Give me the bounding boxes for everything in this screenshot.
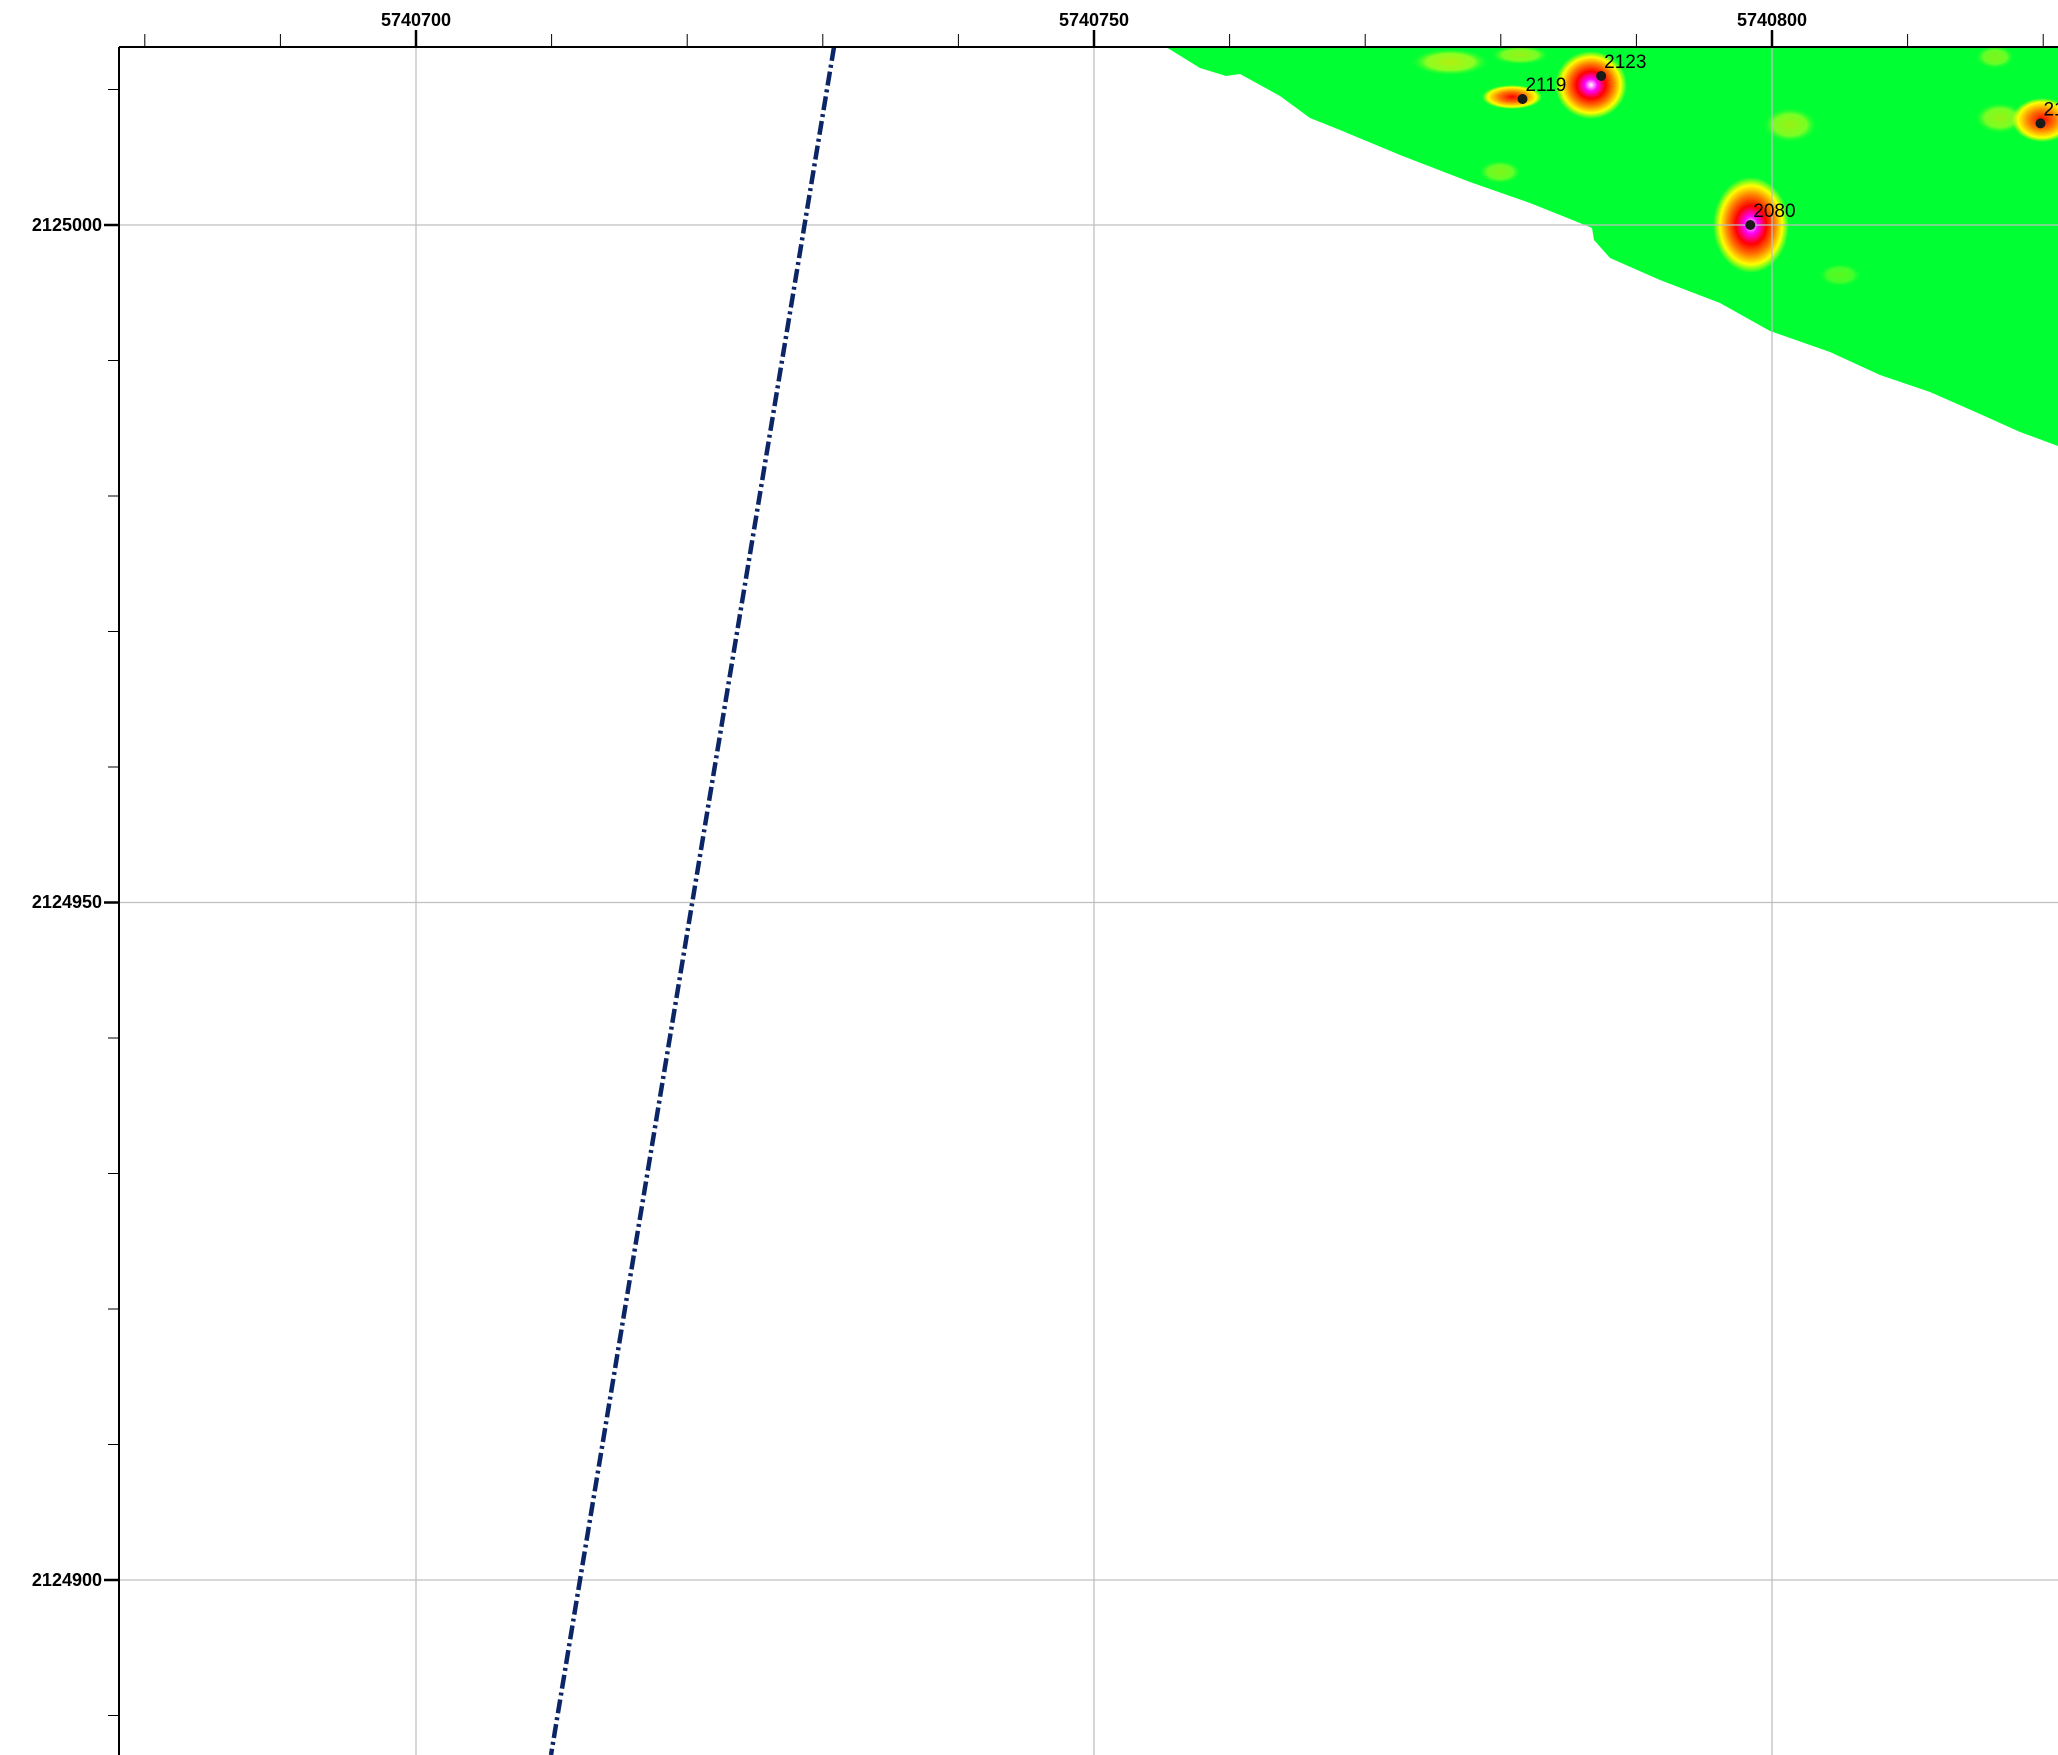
anomaly-211 — [2012, 98, 2058, 142]
variation-blob — [1818, 263, 1862, 287]
wells: 2123 2119 2080 211 — [1517, 52, 2058, 230]
well-marker-2119[interactable] — [1517, 93, 1528, 104]
axis-ticks — [104, 30, 2044, 1716]
x-axis-label-5740700: 5740700 — [381, 10, 451, 30]
well-label-211: 211 — [2043, 99, 2058, 120]
variation-blob — [1974, 102, 2026, 134]
well-marker-2123[interactable] — [1596, 70, 1607, 81]
grid-lines — [119, 47, 2058, 1755]
anomaly-2119 — [1482, 85, 1542, 109]
y-axis-label-2124900: 2124900 — [32, 1570, 102, 1590]
variation-blob — [1975, 47, 2015, 69]
well-label-2080: 2080 — [1753, 201, 1795, 222]
well-label-2123: 2123 — [1604, 52, 1646, 73]
well-marker-2080[interactable] — [1745, 220, 1756, 230]
coverage-area — [1166, 47, 2058, 446]
variation-blob — [1410, 48, 1490, 76]
map-content: 2123 2119 2080 211 — [119, 47, 2058, 1755]
anomaly-2123 — [1555, 51, 1627, 119]
y-axis-label-2124950: 2124950 — [32, 892, 102, 912]
boundary-line — [548, 47, 837, 1755]
variation-blob — [1762, 107, 1818, 143]
variation-blob — [1478, 160, 1522, 184]
x-axis-label-5740800: 5740800 — [1737, 10, 1807, 30]
y-axis-label-2125000: 2125000 — [32, 215, 102, 235]
variation-blob — [1490, 47, 1550, 65]
well-label-2119: 2119 — [1525, 75, 1566, 96]
well-marker-211[interactable] — [2035, 118, 2046, 129]
x-axis-label-5740750: 5740750 — [1059, 10, 1129, 30]
